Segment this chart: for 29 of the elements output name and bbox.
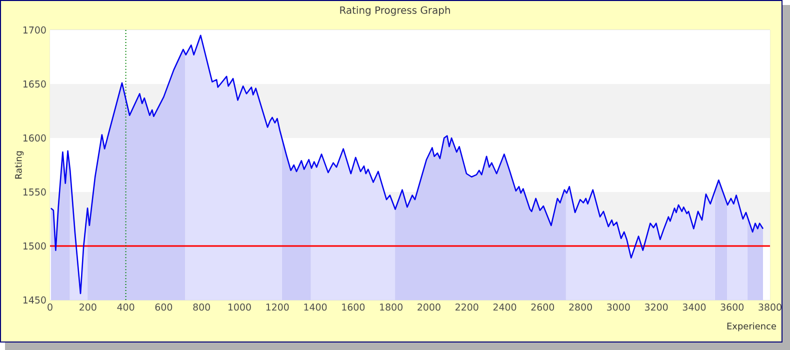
x-tick-label: 200 (80, 304, 96, 311)
x-tick-label: 3400 (682, 304, 706, 311)
x-tick-label: 0 (48, 304, 52, 311)
y-axis-title: Rating (14, 151, 24, 179)
x-tick-label: 3800 (758, 304, 782, 311)
x-tick-label: 2600 (531, 304, 554, 311)
x-tick-label: 1400 (304, 304, 327, 311)
x-tick-label: 1000 (228, 304, 251, 311)
x-tick-label: 2800 (569, 304, 592, 311)
x-tick-label: 2400 (493, 304, 516, 311)
chart-title: Rating Progress Graph (340, 6, 450, 16)
x-tick-label: 3200 (645, 304, 668, 311)
x-tick-label: 2200 (455, 304, 478, 311)
x-tick-label: 800 (193, 304, 210, 311)
y-tick-label: 1500 (23, 242, 46, 250)
x-tick-label: 1800 (380, 304, 402, 311)
y-tick-label: 1700 (23, 26, 46, 34)
x-tick-label: 1600 (342, 304, 365, 311)
x-tick-label: 3000 (607, 304, 630, 311)
y-tick-label: 1650 (23, 80, 46, 88)
x-tick-label: 1200 (266, 304, 289, 311)
y-tick-label: 1450 (23, 296, 46, 304)
x-tick-label: 400 (117, 304, 134, 311)
y-tick-label: 1600 (23, 134, 46, 142)
x-tick-label: 3600 (720, 304, 744, 311)
x-tick-label: 600 (155, 304, 172, 311)
x-tick-label: 2000 (418, 304, 440, 311)
y-tick-label: 1550 (23, 188, 46, 196)
x-axis-title: Experience (727, 322, 776, 332)
